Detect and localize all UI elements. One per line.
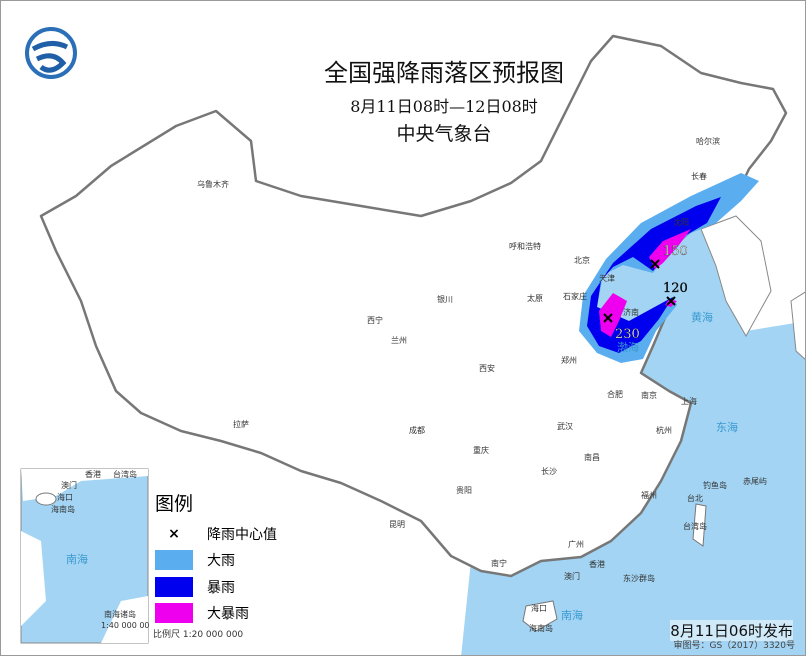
map-scale: 比例尺 1:20 000 000 (153, 630, 244, 640)
city-label: 福州 (641, 491, 657, 500)
inset-place: 台湾岛 (113, 469, 137, 479)
rain-area-severe (599, 229, 691, 337)
forecast-period: 8月11日08时—12日08时 (350, 97, 538, 116)
city-label: 拉萨 (233, 419, 249, 429)
island-label: 东沙群岛 (623, 573, 655, 583)
city-label: 哈尔滨 (696, 136, 720, 146)
city-label: 广州 (568, 539, 584, 549)
legend-swatch (155, 550, 193, 570)
legend-swatch (155, 603, 193, 623)
city-label: 天津 (599, 273, 615, 283)
rain-center-230: 230 (615, 327, 640, 342)
city-label: 南京 (641, 390, 657, 400)
city-label: 成都 (409, 425, 425, 435)
rain-center-120-mark (666, 296, 676, 306)
rain-center-150: 150 (663, 244, 688, 259)
city-label: 长春 (691, 171, 707, 181)
city-label: 贵阳 (456, 485, 472, 495)
city-label: 长沙 (541, 466, 557, 476)
legend: 图例 × 降雨中心值 大雨 暴雨 大暴雨 比例尺 1:20 000 000 (149, 481, 301, 643)
korea-land (700, 215, 772, 338)
city-label: 西安 (479, 363, 495, 373)
city-label: 西宁 (367, 315, 383, 325)
legend-item-severe-rainstorm: 大暴雨 (155, 602, 249, 624)
city-label: 重庆 (473, 445, 489, 455)
sea-label: 东海 (716, 420, 738, 434)
legend-swatch (155, 577, 193, 597)
city-label: 乌鲁木齐 (197, 179, 229, 189)
city-label: 郑州 (561, 355, 577, 365)
inset-label: 南海诸岛 (104, 609, 136, 619)
city-label: 济南 (623, 307, 639, 317)
city-label: 南宁 (491, 558, 507, 568)
city-label: 台北 (687, 493, 703, 503)
legend-label: 暴雨 (207, 580, 235, 596)
legend-item-rain-center: × 降雨中心值 (155, 523, 277, 545)
island-label: 钓鱼岛 (703, 480, 727, 490)
city-label: 杭州 (656, 425, 672, 435)
taiwan-island (692, 503, 707, 547)
issue-time: 8月11日06时发布 (670, 620, 793, 641)
rain-area-heavy (579, 173, 759, 363)
city-label: 太原 (527, 293, 543, 303)
agency-name: 中央气象台 (396, 123, 492, 145)
rain-center-markers (603, 259, 676, 323)
city-label: 兰州 (391, 335, 407, 345)
rain-area-rainstorm (587, 197, 721, 353)
island-label: 海南岛 (529, 623, 553, 633)
legend-label: 降雨中心值 (207, 527, 277, 543)
city-label: 澳门 (564, 571, 580, 581)
sea-label: 黄海 (691, 310, 713, 324)
south-china-sea-inset: 南海 澳门 香港 台湾岛 海口 海南岛 南海诸岛 1:40 000 000 (20, 468, 155, 644)
island-label: 海口 (531, 603, 547, 613)
inset-place: 香港 (85, 469, 101, 479)
legend-item-heavy-rain: 大雨 (155, 549, 235, 571)
island-label: 台湾岛 (683, 521, 707, 531)
rain-center-150-mark (650, 259, 660, 269)
sea-label: 南海 (561, 608, 583, 622)
legend-label: 大雨 (207, 553, 235, 569)
inset-place: 海南岛 (51, 504, 75, 514)
rain-center-230-mark (603, 313, 613, 323)
inset-sea-label: 南海 (66, 552, 88, 566)
city-labels: 乌鲁木齐 哈尔滨 长春 沈阳 呼和浩特 北京 天津 石家庄 太原 济南 银川 西… (197, 136, 720, 581)
map-title: 全国强降雨落区预报图 (324, 59, 564, 87)
legend-item-rainstorm: 暴雨 (155, 576, 235, 598)
city-label: 石家庄 (563, 291, 587, 301)
city-label: 北京 (574, 255, 590, 265)
city-label: 银川 (437, 294, 453, 304)
city-label: 呼和浩特 (509, 241, 541, 251)
city-label: 合肥 (607, 389, 623, 399)
sea-label: 渤海 (617, 340, 639, 354)
city-label: 南昌 (584, 452, 600, 462)
city-label: 上海 (681, 396, 697, 406)
city-label: 沈阳 (673, 217, 689, 227)
japan-land (790, 291, 805, 360)
inset-place: 海口 (57, 492, 73, 502)
inset-place: 澳门 (61, 480, 77, 490)
sea-labels: 渤海 黄海 东海 南海 (561, 310, 738, 622)
hainan-island (522, 600, 558, 632)
cma-logo (25, 27, 77, 79)
city-label: 香港 (589, 559, 605, 569)
rain-center-120: 120 (663, 281, 688, 296)
city-label: 昆明 (389, 520, 405, 529)
inset-scale: 1:40 000 000 (101, 621, 155, 630)
city-label: 武汉 (557, 421, 573, 431)
legend-heading: 图例 (155, 493, 194, 515)
island-label: 赤尾屿 (743, 477, 767, 486)
review-number: 审图号：GS（2017）3320号 (673, 641, 796, 651)
legend-label: 大暴雨 (207, 606, 249, 622)
cross-icon: × (168, 526, 180, 542)
